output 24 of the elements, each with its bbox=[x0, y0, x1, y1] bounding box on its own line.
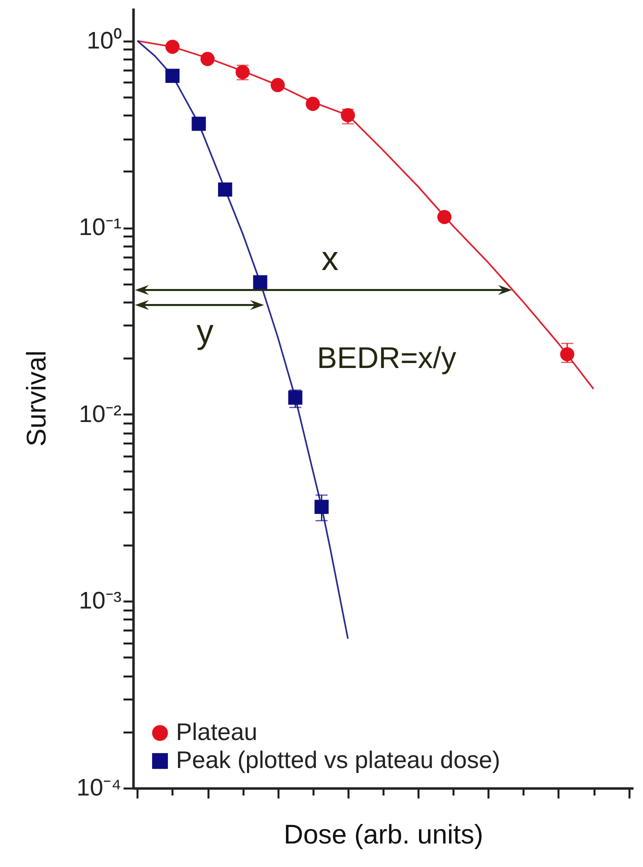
point bbox=[218, 182, 232, 197]
y-axis-title: Survival bbox=[21, 350, 52, 447]
x-axis-title: Dose (arb. units) bbox=[284, 820, 484, 850]
legend-label: Peak (plotted vs plateau dose) bbox=[176, 747, 500, 774]
annotation: y bbox=[196, 313, 214, 351]
annotation: BEDR=x/y bbox=[317, 342, 456, 375]
point bbox=[253, 275, 268, 290]
point bbox=[288, 390, 302, 405]
point bbox=[192, 116, 206, 131]
y-tick-label: 10⁰ bbox=[86, 27, 122, 54]
point bbox=[314, 500, 329, 514]
y-tick-label: 10⁻³ bbox=[78, 588, 122, 615]
y-tick-label: 10⁻² bbox=[78, 400, 122, 428]
y-tick-label: 10⁻⁴ bbox=[76, 774, 122, 802]
legend-label: Plateau bbox=[176, 719, 258, 746]
point bbox=[200, 52, 215, 66]
annotation: x bbox=[322, 240, 338, 278]
point bbox=[306, 96, 320, 111]
point bbox=[165, 68, 180, 83]
point bbox=[270, 78, 285, 92]
y-tick-label: 10⁻¹ bbox=[78, 214, 122, 242]
line-series bbox=[136, 40, 594, 390]
point bbox=[165, 40, 180, 54]
point bbox=[437, 210, 452, 224]
